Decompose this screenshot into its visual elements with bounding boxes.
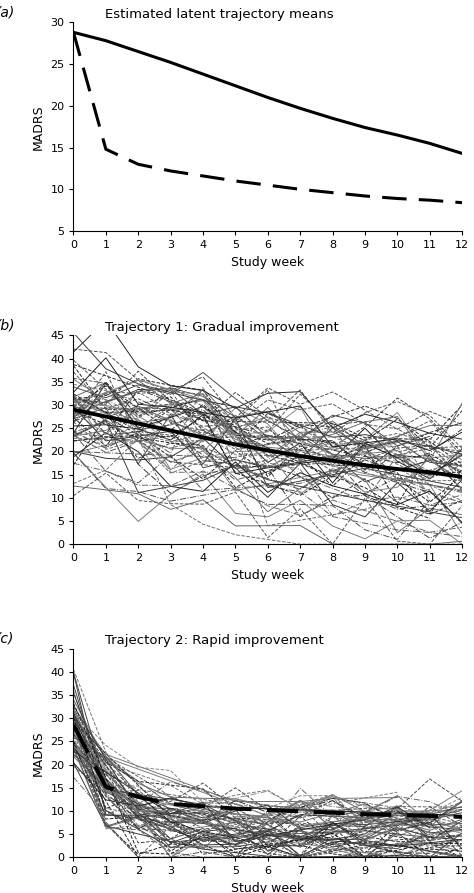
Text: (b): (b) [0, 319, 15, 333]
X-axis label: Study week: Study week [231, 882, 304, 893]
X-axis label: Study week: Study week [231, 569, 304, 581]
Y-axis label: MADRS: MADRS [32, 104, 45, 149]
Y-axis label: MADRS: MADRS [32, 730, 45, 776]
Text: Estimated latent trajectory means: Estimated latent trajectory means [105, 8, 333, 21]
X-axis label: Study week: Study week [231, 255, 304, 269]
Text: (c): (c) [0, 632, 14, 646]
Text: Trajectory 2: Rapid improvement: Trajectory 2: Rapid improvement [105, 634, 323, 647]
Y-axis label: MADRS: MADRS [32, 417, 45, 463]
Text: Trajectory 1: Gradual improvement: Trajectory 1: Gradual improvement [105, 321, 338, 334]
Text: (a): (a) [0, 5, 15, 20]
